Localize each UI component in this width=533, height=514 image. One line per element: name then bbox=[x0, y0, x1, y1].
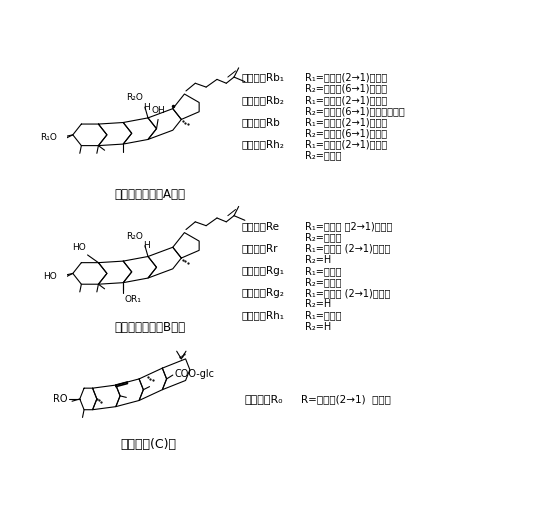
Text: RO: RO bbox=[53, 394, 67, 404]
Text: R₁=葡萄糖: R₁=葡萄糖 bbox=[305, 310, 342, 320]
Text: R₂O: R₂O bbox=[126, 232, 143, 241]
Text: R₁=葡萄糖(2→1)葡萄糖: R₁=葡萄糖(2→1)葡萄糖 bbox=[305, 139, 387, 150]
Text: 人参皂苷Rg₁: 人参皂苷Rg₁ bbox=[241, 266, 284, 276]
Text: R₂=葡萄糖(6→1)葡萄糖: R₂=葡萄糖(6→1)葡萄糖 bbox=[305, 84, 387, 94]
Text: R₂=葡萄糖: R₂=葡萄糖 bbox=[305, 232, 342, 242]
Text: H: H bbox=[143, 103, 150, 112]
Text: R₁=葡萄糖(2→1)葡萄糖: R₁=葡萄糖(2→1)葡萄糖 bbox=[305, 72, 387, 82]
Text: R₂O: R₂O bbox=[126, 94, 143, 102]
Text: R=葡萄糖(2→1)  葡萄糖: R=葡萄糖(2→1) 葡萄糖 bbox=[302, 394, 391, 405]
Text: 人参皂苷Rr: 人参皂苷Rr bbox=[241, 244, 278, 253]
Text: R₂=葡萄糖: R₂=葡萄糖 bbox=[305, 277, 342, 287]
Text: 人参皂苷Rh₁: 人参皂苷Rh₁ bbox=[241, 310, 284, 320]
Text: OH: OH bbox=[151, 106, 165, 115]
Text: 齐墩果酸(C)型: 齐墩果酸(C)型 bbox=[120, 438, 176, 451]
Text: R₁O: R₁O bbox=[41, 134, 58, 142]
Text: HO: HO bbox=[72, 243, 86, 252]
Text: R₂=H: R₂=H bbox=[305, 254, 332, 265]
Text: 人参皂苷Re: 人参皂苷Re bbox=[241, 221, 279, 231]
Text: 人参皂苷Rg₂: 人参皂苷Rg₂ bbox=[241, 288, 284, 298]
Text: R₁=葡萄糖 (2→1)鼠李糖: R₁=葡萄糖 (2→1)鼠李糖 bbox=[305, 288, 391, 298]
Text: HO: HO bbox=[44, 272, 58, 281]
Text: 人参皂苷Rₒ: 人参皂苷Rₒ bbox=[245, 394, 284, 405]
Text: R₂=葡萄糖(6→1)阿拉伯吡喃糖: R₂=葡萄糖(6→1)阿拉伯吡喃糖 bbox=[305, 106, 405, 116]
Text: 人参皂苷二醇（A）型: 人参皂苷二醇（A）型 bbox=[115, 189, 186, 201]
Text: COO-glc: COO-glc bbox=[174, 369, 214, 378]
Text: R₁=葡萄糖(2→1)葡萄糖: R₁=葡萄糖(2→1)葡萄糖 bbox=[305, 95, 387, 105]
Text: 人参皂苷Rb₁: 人参皂苷Rb₁ bbox=[241, 72, 284, 82]
Text: H: H bbox=[143, 242, 150, 250]
Text: R₁=葡萄糖 (2→1)葡萄糖: R₁=葡萄糖 (2→1)葡萄糖 bbox=[305, 244, 391, 253]
Text: R₁=葡萄糖: R₁=葡萄糖 bbox=[305, 266, 342, 276]
Text: 人参皂苷Rb₂: 人参皂苷Rb₂ bbox=[241, 95, 284, 105]
Text: R₁=葡萄糖(2→1)葡萄糖: R₁=葡萄糖(2→1)葡萄糖 bbox=[305, 117, 387, 127]
Text: R₂=H: R₂=H bbox=[305, 299, 332, 309]
Text: R₂=葡萄糖: R₂=葡萄糖 bbox=[305, 151, 342, 160]
Text: R₂=H: R₂=H bbox=[305, 322, 332, 332]
Text: R₁=葡萄糖 （2→1)鼠李糖: R₁=葡萄糖 （2→1)鼠李糖 bbox=[305, 221, 393, 231]
Text: R₂=葡萄糖(6→1)葡萄糖: R₂=葡萄糖(6→1)葡萄糖 bbox=[305, 128, 387, 138]
Text: 人参皂苷三醇（B）型: 人参皂苷三醇（B）型 bbox=[115, 321, 186, 334]
Text: 人参皂苷Rb: 人参皂苷Rb bbox=[241, 117, 280, 127]
Text: 人参皂苷Rh₂: 人参皂苷Rh₂ bbox=[241, 139, 284, 150]
Text: OR₁: OR₁ bbox=[125, 295, 142, 304]
